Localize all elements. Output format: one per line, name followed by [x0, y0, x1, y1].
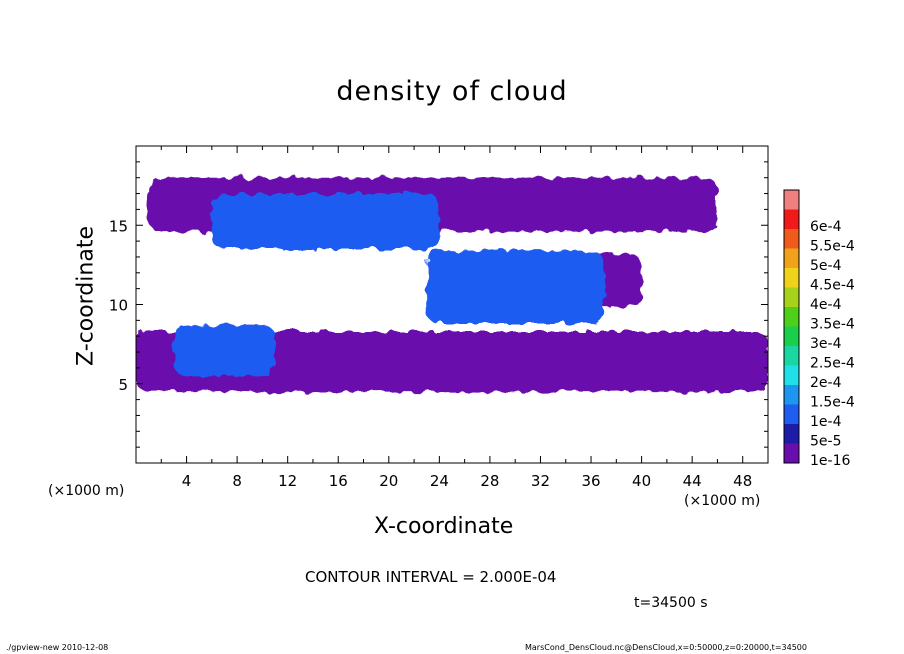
x-axis-label: X-coordinate [374, 514, 514, 539]
cloud-region-5 [426, 250, 604, 324]
chart-title: density of cloud [336, 76, 568, 107]
time-stamp: t=34500 s [634, 595, 708, 611]
colorbar-label: 4.5e-4 [810, 278, 855, 294]
footer-left: ./gpview-new 2010-12-08 [6, 643, 109, 652]
contour-interval-text: CONTOUR INTERVAL = 2.000E-04 [305, 568, 557, 586]
x-tick-label: 16 [329, 472, 348, 490]
colorbar-segment [784, 443, 799, 463]
colorbar-segment [784, 209, 799, 229]
x-tick-label: 8 [232, 472, 242, 490]
colorbar-segment [784, 404, 799, 424]
y-tick-label: 15 [109, 217, 128, 235]
colorbar-segment [784, 248, 799, 268]
cloud-region-3 [173, 325, 276, 376]
colorbar-segment [784, 190, 799, 210]
colorbar-segment [784, 424, 799, 444]
colorbar-label: 6e-4 [810, 219, 842, 235]
x-tick-label: 20 [379, 472, 398, 490]
colorbar-segment [784, 268, 799, 288]
y-tick-label: 10 [109, 297, 128, 315]
colorbar-label: 2.5e-4 [810, 356, 855, 372]
colorbar-segment [784, 365, 799, 385]
colorbar-label: 1e-4 [810, 414, 842, 430]
colorbar-label: 5.5e-4 [810, 239, 855, 255]
colorbar-label: 2e-4 [810, 375, 842, 391]
x-tick-label: 12 [278, 472, 297, 490]
colorbar-segment [784, 229, 799, 249]
colorbar-label: 5e-4 [810, 258, 842, 274]
footer-right: MarsCond_DensCloud.nc@DensCloud,x=0:5000… [525, 643, 807, 652]
y-tick-label: 5 [118, 376, 128, 394]
colorbar: 1e-16 5e-5 1e-4 1.5e-4 2e-4 2.5e-4 3e-4 3.5e-4 4… [783, 189, 855, 469]
colorbar-label: 3.5e-4 [810, 317, 855, 333]
colorbar-label: 1e-16 [810, 453, 850, 469]
x-unit-label-left: (×1000 m) [48, 483, 125, 499]
colorbar-label: 3e-4 [810, 336, 842, 352]
x-tick-label: 44 [683, 472, 702, 490]
colorbar-label: 1.5e-4 [810, 395, 855, 411]
colorbar-label: 5e-5 [810, 434, 841, 450]
plot-area [136, 177, 768, 392]
x-tick-label: 36 [581, 472, 600, 490]
colorbar-segment [784, 307, 799, 327]
colorbar-label: 4e-4 [810, 297, 842, 313]
colorbar-frame [783, 189, 800, 464]
x-tick-label: 48 [733, 472, 752, 490]
x-tick-label: 4 [182, 472, 192, 490]
colorbar-segment [784, 326, 799, 346]
cloud-region-4 [211, 193, 440, 250]
x-tick-label: 28 [480, 472, 499, 490]
x-tick-label: 24 [430, 472, 449, 490]
colorbar-segment [784, 287, 799, 307]
colorbar-segment [784, 346, 799, 366]
x-unit-label-right: (×1000 m) [684, 493, 761, 509]
x-tick-label: 40 [632, 472, 651, 490]
x-tick-label: 32 [531, 472, 550, 490]
colorbar-segment [784, 385, 799, 405]
cloud-region-0 [136, 331, 768, 392]
